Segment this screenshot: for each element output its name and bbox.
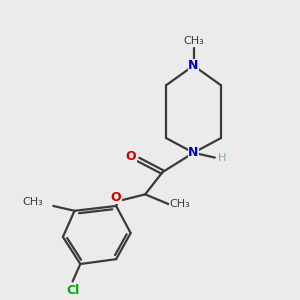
Text: CH₃: CH₃ <box>169 199 190 209</box>
Text: CH₃: CH₃ <box>23 197 44 207</box>
Text: O: O <box>111 191 122 204</box>
Text: N: N <box>188 146 199 159</box>
Text: O: O <box>125 150 136 163</box>
Text: N: N <box>188 59 199 72</box>
Text: CH₃: CH₃ <box>183 37 204 46</box>
Text: Cl: Cl <box>66 284 79 297</box>
Text: H: H <box>218 153 226 163</box>
